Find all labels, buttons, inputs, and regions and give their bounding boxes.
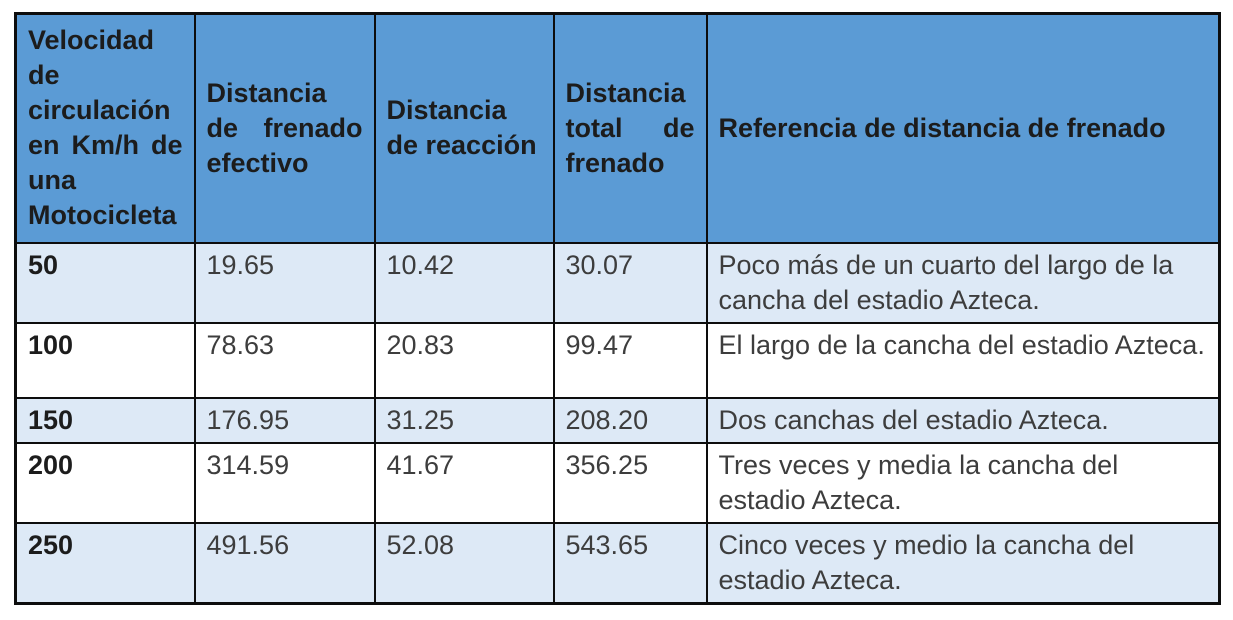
speed-value: 100 — [14, 321, 196, 399]
braking-distance-value: 19.65 — [193, 241, 376, 324]
table-row-100: 100 78.63 20.83 99.47 El largo de la can… — [14, 321, 1221, 399]
total-distance-value: 99.47 — [552, 321, 708, 399]
speed-value: 150 — [14, 396, 196, 444]
reference-text: Poco más de un cuarto del largo de la ca… — [705, 241, 1221, 324]
braking-distance-value: 491.56 — [193, 521, 376, 604]
header-cell-referencia: Referencia de distancia de frenado — [705, 12, 1221, 244]
reaction-distance-value: 10.42 — [373, 241, 555, 324]
reaction-distance-value: 41.67 — [373, 441, 555, 524]
header-cell-distancia-reaccion: Distancia de reacción — [373, 12, 555, 244]
speed-value: 200 — [14, 441, 196, 524]
header-row: Velocidad de circulación en Km/h de una … — [14, 12, 1221, 244]
total-distance-value: 356.25 — [552, 441, 708, 524]
table-row-50: 50 19.65 10.42 30.07 Poco más de un cuar… — [14, 241, 1221, 324]
reference-text: El largo de la cancha del estadio Azteca… — [705, 321, 1221, 399]
braking-distance-table: Velocidad de circulación en Km/h de una … — [14, 12, 1221, 605]
header-cell-distancia-frenado-efectivo: Distancia de frenado efectivo — [193, 12, 376, 244]
reaction-distance-value: 20.83 — [373, 321, 555, 399]
speed-value: 50 — [14, 241, 196, 324]
total-distance-value: 30.07 — [552, 241, 708, 324]
reference-text: Cinco veces y medio la cancha del estadi… — [705, 521, 1221, 604]
table-row-200: 200 314.59 41.67 356.25 Tres veces y med… — [14, 441, 1221, 524]
reference-text: Dos canchas del estadio Azteca. — [705, 396, 1221, 444]
header-cell-distancia-total: Distancia total de frenado — [552, 12, 708, 244]
table-row-250: 250 491.56 52.08 543.65 Cinco veces y me… — [14, 521, 1221, 604]
reference-text: Tres veces y media la cancha del estadio… — [705, 441, 1221, 524]
total-distance-value: 543.65 — [552, 521, 708, 604]
reaction-distance-value: 52.08 — [373, 521, 555, 604]
total-distance-value: 208.20 — [552, 396, 708, 444]
braking-distance-value: 78.63 — [193, 321, 376, 399]
reaction-distance-value: 31.25 — [373, 396, 555, 444]
braking-distance-value: 176.95 — [193, 396, 376, 444]
braking-distance-value: 314.59 — [193, 441, 376, 524]
speed-value: 250 — [14, 521, 196, 604]
header-cell-velocidad: Velocidad de circulación en Km/h de una … — [14, 12, 196, 244]
table-row-150: 150 176.95 31.25 208.20 Dos canchas del … — [14, 396, 1221, 444]
